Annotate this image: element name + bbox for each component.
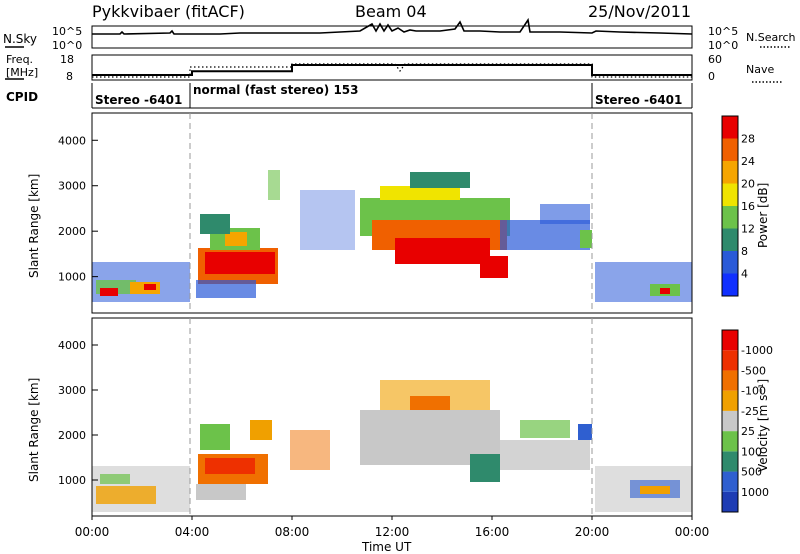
freq-left-label-1: Freq. [6, 53, 33, 66]
colorbar-tick-label: 20 [741, 178, 755, 191]
colorbar-swatch [722, 183, 738, 206]
velocity-panel: Slant Range [km] 1000 2000 3000 4000 1000 50… [27, 317, 773, 517]
noise-panel: N.Sky 10^5 10^0 10^5 10^0 N.Search [3, 17, 796, 52]
x-tick-label: 16:00 [475, 525, 510, 539]
noise-right-tick-high: 10^5 [708, 25, 738, 38]
cpid-segment-1: Stereo -6401 [95, 93, 182, 107]
freq-line [92, 64, 692, 76]
colorbar-tick-label: 1000 [741, 486, 769, 499]
colorbar-swatch [722, 350, 738, 371]
colorbar-tick-label: 8 [741, 245, 748, 258]
colorbar-swatch [722, 206, 738, 229]
date-title: 25/Nov/2011 [588, 2, 691, 21]
y-tick-label: 2000 [58, 225, 86, 238]
colorbar-swatch [722, 410, 738, 432]
velocity-ylabel: Slant Range [km] [27, 378, 41, 482]
cpid-segment-2: normal (fast stereo) 153 [193, 83, 359, 97]
noise-left-label: N.Sky [3, 32, 37, 46]
colorbar-tick-label: 25 [741, 425, 755, 438]
y-tick-label: 2000 [58, 429, 86, 442]
cpid-label: CPID [6, 90, 38, 104]
y-tick-label: 1000 [58, 474, 86, 487]
x-tick-label: 12:00 [375, 525, 410, 539]
colorbar-tick-label: -25 [741, 405, 759, 418]
x-tick-label: 00:00 [75, 525, 110, 539]
power-colorbar: 4 8 12 16 20 24 28 [721, 115, 755, 297]
velocity-colorbar-label: Velocity [m s⁻¹] [756, 379, 770, 472]
colorbar-swatch [722, 390, 738, 411]
x-tick-label: 20:00 [575, 525, 610, 539]
power-ylabel: Slant Range [km] [27, 174, 41, 278]
cpid-panel: CPID Stereo -6401 normal (fast stereo) 1… [6, 83, 693, 109]
beam-title: Beam 04 [355, 2, 427, 21]
power-heatmap [92, 170, 692, 302]
noise-sky-line [92, 17, 693, 35]
freq-right-tick-high: 60 [708, 53, 722, 66]
noise-left-tick-low: 10^0 [52, 39, 82, 52]
x-axis-ticks: 00:00 04:00 08:00 12:00 16:00 20:00 00:00 [75, 516, 710, 539]
colorbar-swatch [722, 451, 738, 472]
freq-left-tick-high: 18 [60, 53, 74, 66]
power-colorbar-label: Power [dB] [756, 183, 770, 248]
colorbar-tick-label: 500 [741, 466, 762, 479]
x-tick-label: 00:00 [675, 525, 710, 539]
colorbar-swatch [722, 228, 738, 251]
colorbar-swatch [722, 161, 738, 184]
colorbar-tick-label: 16 [741, 200, 755, 213]
frequency-panel: Freq. [MHz] 18 8 60 0 Nave [5, 53, 782, 83]
velocity-colorbar: 1000 500 100 25 -25 -100 -500 -1000 [721, 329, 773, 513]
colorbar-tick-label: 28 [741, 133, 755, 146]
y-tick-label: 4000 [58, 134, 86, 147]
colorbar-tick-label: -100 [741, 385, 766, 398]
colorbar-swatch [722, 138, 738, 161]
station-title: Pykkvibaer (fitACF) [92, 2, 245, 21]
velocity-heatmap [92, 380, 692, 512]
power-panel: Slant Range [km] 1000 2000 3000 4000 4 8 12 16… [27, 112, 770, 314]
colorbar-swatch [722, 116, 738, 139]
x-axis-label: Time UT [361, 540, 412, 554]
velocity-y-ticks: 1000 2000 3000 4000 [58, 339, 98, 487]
colorbar-swatch [722, 273, 738, 296]
y-tick-label: 4000 [58, 339, 86, 352]
colorbar-tick-label: 100 [741, 445, 762, 458]
colorbar-tick-label: 4 [741, 268, 748, 281]
power-y-ticks: 1000 2000 3000 4000 [58, 134, 98, 284]
x-tick-label: 04:00 [175, 525, 210, 539]
y-tick-label: 1000 [58, 271, 86, 284]
colorbar-swatch [722, 370, 738, 391]
cpid-segment-3: Stereo -6401 [595, 93, 682, 107]
colorbar-swatch [722, 330, 738, 351]
noise-right-label: N.Search [746, 31, 796, 44]
freq-right-label: Nave [746, 63, 774, 76]
freq-right-tick-low: 0 [708, 70, 715, 83]
colorbar-tick-label: -1000 [741, 344, 773, 357]
freq-left-label-2: [MHz] [6, 66, 38, 79]
noise-right-tick-low: 10^0 [708, 39, 738, 52]
colorbar-swatch [722, 251, 738, 274]
y-tick-label: 3000 [58, 180, 86, 193]
colorbar-swatch [722, 491, 738, 512]
y-tick-label: 3000 [58, 384, 86, 397]
colorbar-tick-label: -500 [741, 364, 766, 377]
colorbar-tick-label: 24 [741, 155, 755, 168]
freq-left-tick-low: 8 [66, 70, 73, 83]
colorbar-swatch [722, 471, 738, 492]
noise-left-tick-high: 10^5 [52, 25, 82, 38]
x-tick-label: 08:00 [275, 525, 310, 539]
colorbar-swatch [722, 431, 738, 452]
colorbar-tick-label: 12 [741, 223, 755, 236]
